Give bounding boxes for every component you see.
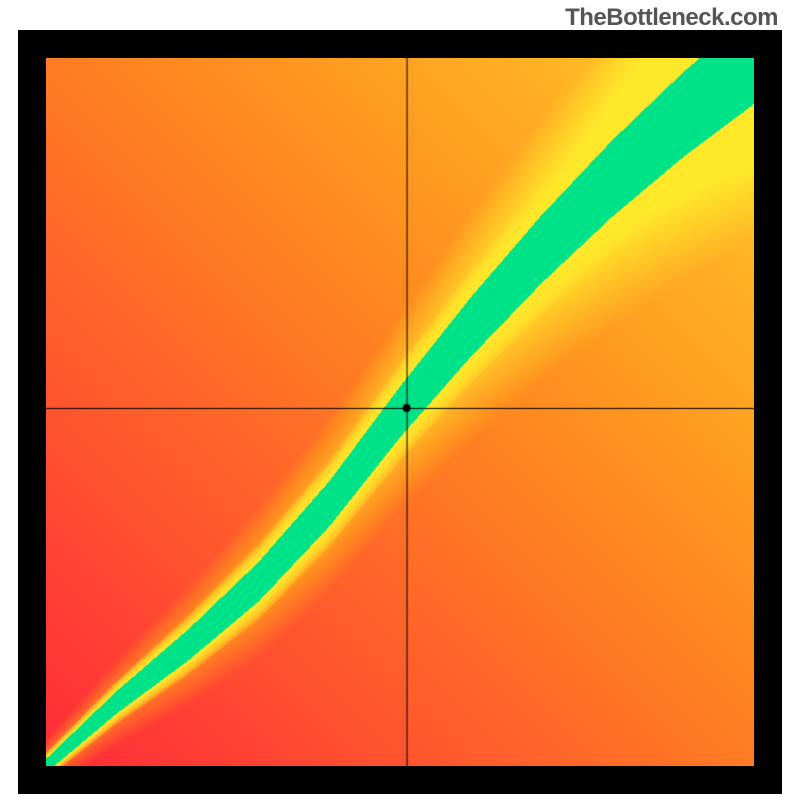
chart-container: TheBottleneck.com [0,0,800,800]
plot-frame [18,30,782,794]
attribution-text: TheBottleneck.com [565,4,778,32]
bottleneck-heatmap [46,58,754,766]
